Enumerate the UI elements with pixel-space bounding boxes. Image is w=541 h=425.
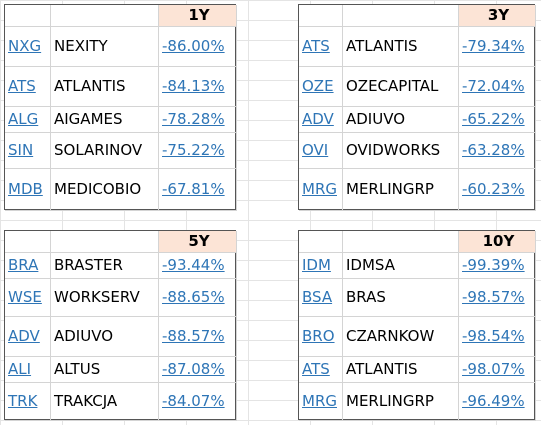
ticker[interactable]: ATS — [5, 67, 51, 107]
ticker[interactable]: WSE — [5, 279, 51, 317]
header-cell — [299, 231, 343, 253]
ticker[interactable]: ATS — [299, 357, 343, 383]
header-cell — [343, 231, 459, 253]
return-pct[interactable]: -78.28% — [159, 107, 237, 133]
return-pct[interactable]: -63.28% — [459, 133, 536, 169]
period-header: 3Y — [459, 5, 536, 27]
company-name: ATLANTIS — [343, 27, 459, 67]
return-pct[interactable]: -84.13% — [159, 67, 237, 107]
period-header: 1Y — [159, 5, 237, 27]
company-name: OZECAPITAL — [343, 67, 459, 107]
ticker[interactable]: MRG — [299, 169, 343, 211]
return-pct[interactable]: -96.49% — [459, 383, 536, 421]
ticker[interactable]: BRA — [5, 253, 51, 279]
header-cell — [5, 231, 51, 253]
return-pct[interactable]: -86.00% — [159, 27, 237, 67]
ticker[interactable]: OZE — [299, 67, 343, 107]
return-pct[interactable]: -93.44% — [159, 253, 237, 279]
company-name: ADIUVO — [343, 107, 459, 133]
header-cell — [5, 5, 51, 27]
return-pct[interactable]: -75.22% — [159, 133, 237, 169]
return-pct[interactable]: -67.81% — [159, 169, 237, 211]
table-panel: 1Y NXG NEXITY -86.00% ATS ATLANTIS -84.13% ALG A… — [4, 4, 237, 211]
company-name: BRASTER — [51, 253, 159, 279]
company-name: SOLARINOV — [51, 133, 159, 169]
table-panel: 10Y IDM IDMSA -99.39% BSA BRAS -98.57% BRO CZARN… — [298, 230, 536, 421]
ticker[interactable]: ADV — [5, 317, 51, 357]
company-name: ATLANTIS — [343, 357, 459, 383]
company-name: IDMSA — [343, 253, 459, 279]
company-name: ALTUS — [51, 357, 159, 383]
company-name: OVIDWORKS — [343, 133, 459, 169]
return-pct[interactable]: -65.22% — [459, 107, 536, 133]
return-pct[interactable]: -79.34% — [459, 27, 536, 67]
header-cell — [51, 231, 159, 253]
company-name: MERLINGRP — [343, 169, 459, 211]
ticker[interactable]: OVI — [299, 133, 343, 169]
company-name: TRAKCJA — [51, 383, 159, 421]
company-name: ATLANTIS — [51, 67, 159, 107]
company-name: NEXITY — [51, 27, 159, 67]
ticker[interactable]: NXG — [5, 27, 51, 67]
company-name: WORKSERV — [51, 279, 159, 317]
ticker[interactable]: IDM — [299, 253, 343, 279]
ticker[interactable]: ALI — [5, 357, 51, 383]
return-pct[interactable]: -98.07% — [459, 357, 536, 383]
company-name: MEDICOBIO — [51, 169, 159, 211]
period-header: 5Y — [159, 231, 237, 253]
ticker[interactable]: MDB — [5, 169, 51, 211]
company-name: ADIUVO — [51, 317, 159, 357]
return-pct[interactable]: -88.57% — [159, 317, 237, 357]
header-cell — [299, 5, 343, 27]
company-name: AIGAMES — [51, 107, 159, 133]
company-name: MERLINGRP — [343, 383, 459, 421]
ticker[interactable]: ATS — [299, 27, 343, 67]
return-pct[interactable]: -60.23% — [459, 169, 536, 211]
return-pct[interactable]: -88.65% — [159, 279, 237, 317]
return-pct[interactable]: -99.39% — [459, 253, 536, 279]
return-pct[interactable]: -98.54% — [459, 317, 536, 357]
return-pct[interactable]: -84.07% — [159, 383, 237, 421]
company-name: BRAS — [343, 279, 459, 317]
ticker[interactable]: TRK — [5, 383, 51, 421]
return-pct[interactable]: -72.04% — [459, 67, 536, 107]
ticker[interactable]: BRO — [299, 317, 343, 357]
ticker[interactable]: ADV — [299, 107, 343, 133]
ticker[interactable]: SIN — [5, 133, 51, 169]
ticker[interactable]: ALG — [5, 107, 51, 133]
return-pct[interactable]: -87.08% — [159, 357, 237, 383]
table-panel: 3Y ATS ATLANTIS -79.34% OZE OZECAPITAL -72.04%… — [298, 4, 536, 211]
return-pct[interactable]: -98.57% — [459, 279, 536, 317]
table-panel: 5Y BRA BRASTER -93.44% WSE WORKSERV -88.65% ADV… — [4, 230, 237, 421]
header-cell — [343, 5, 459, 27]
ticker[interactable]: MRG — [299, 383, 343, 421]
period-header: 10Y — [459, 231, 536, 253]
ticker[interactable]: BSA — [299, 279, 343, 317]
company-name: CZARNKOW — [343, 317, 459, 357]
header-cell — [51, 5, 159, 27]
